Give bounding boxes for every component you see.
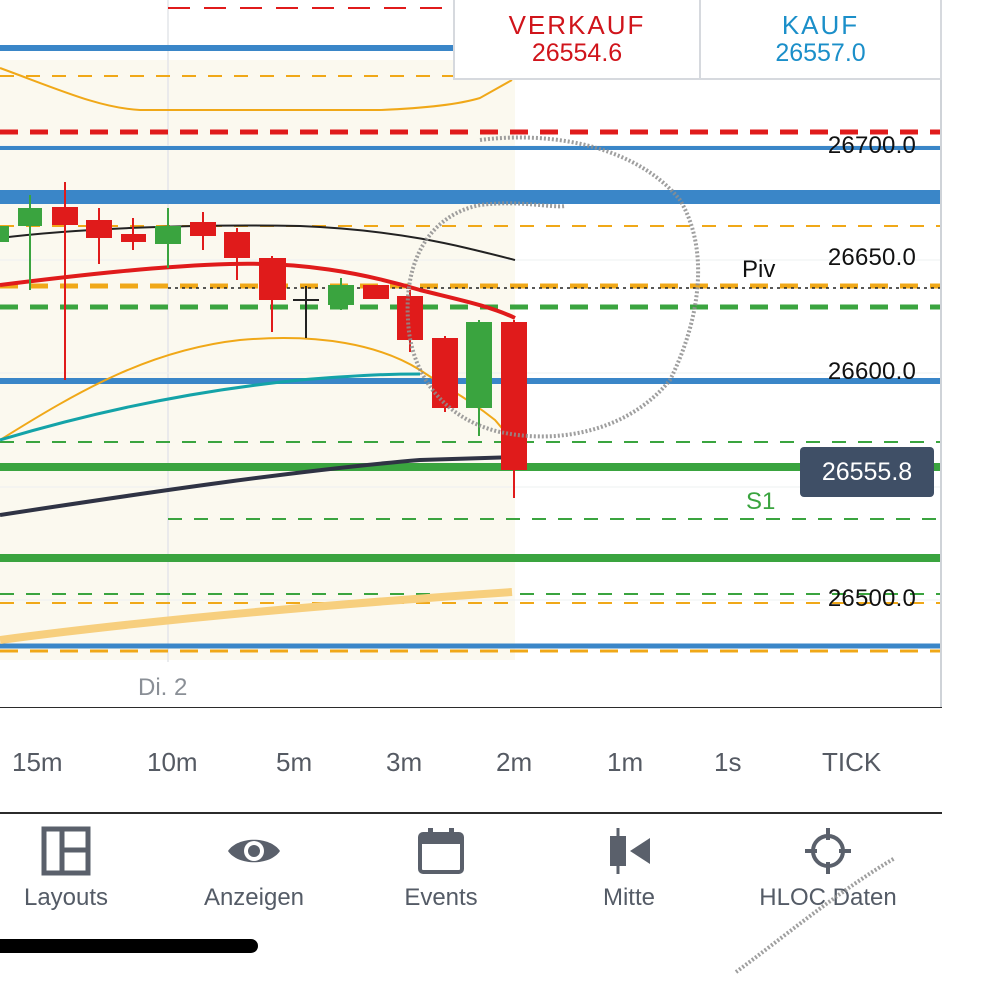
candle-bear <box>432 338 458 408</box>
layouts-label: Layouts <box>23 884 109 911</box>
buy-title: KAUF <box>781 10 860 40</box>
candle-bear <box>259 258 286 300</box>
annotation-stroke <box>734 856 897 974</box>
layout-icon <box>41 826 91 876</box>
layouts-button[interactable]: Layouts <box>20 826 112 912</box>
hloc-button[interactable]: HLOC Daten <box>750 826 906 912</box>
candle-bull <box>155 226 181 244</box>
date-axis-label: Di. 2 <box>138 674 188 701</box>
timeframe-bar: 15m 10m 5m 3m 2m 1m 1s TICK <box>0 709 942 813</box>
candle-bear <box>190 222 216 236</box>
candle-bull <box>18 208 42 226</box>
candle-bull <box>328 285 354 305</box>
anzeigen-label: Anzeigen <box>203 884 305 911</box>
right-margin <box>942 0 1000 1000</box>
timeframe-5m[interactable]: 5m <box>276 747 313 777</box>
candle-bear <box>397 296 423 340</box>
sell-quote-button[interactable]: VERKAUF 26554.6 <box>453 0 701 80</box>
price-chart[interactable]: 26700.0 26650.0 26600.0 26500.0 Piv S1 2… <box>0 0 942 708</box>
candle-bear <box>501 322 527 470</box>
buy-price: 26557.0 <box>775 39 866 67</box>
mitte-label: Mitte <box>602 884 655 911</box>
current-price-badge: 26555.8 <box>800 447 934 497</box>
annotation-circle <box>405 135 701 439</box>
home-indicator <box>0 939 258 953</box>
price-label-26650: 26650.0 <box>827 244 916 271</box>
eye-icon <box>226 826 282 876</box>
candles <box>0 182 527 498</box>
price-label-26600: 26600.0 <box>827 358 916 385</box>
sell-title: VERKAUF <box>508 10 646 40</box>
timeframe-2m[interactable]: 2m <box>496 747 533 777</box>
dark-average <box>0 455 516 517</box>
timeframe-tick[interactable]: TICK <box>822 747 882 777</box>
candle-bear <box>363 285 389 299</box>
center-icon <box>604 826 654 876</box>
timeframe-bar-border <box>0 812 942 814</box>
chart-bottom-border <box>0 707 942 708</box>
pivot-label: Piv <box>742 256 776 283</box>
candle-bull <box>466 322 492 408</box>
calendar-icon <box>416 826 466 876</box>
red-average <box>0 261 516 320</box>
events-button[interactable]: Events <box>396 826 486 912</box>
price-axis-border <box>940 0 942 708</box>
candle-bear <box>52 207 78 225</box>
price-label-26700: 26700.0 <box>827 132 916 159</box>
candle-bear <box>86 220 112 238</box>
candle-bull <box>0 226 9 242</box>
timeframe-15m[interactable]: 15m <box>12 747 63 777</box>
s1-label: S1 <box>746 488 776 515</box>
timeframe-3m[interactable]: 3m <box>386 747 423 777</box>
buy-quote-button[interactable]: KAUF 26557.0 <box>699 0 942 80</box>
teal-average <box>0 372 421 442</box>
chart-canvas <box>0 0 940 662</box>
long-average <box>0 588 513 644</box>
mitte-button[interactable]: Mitte <box>594 826 664 912</box>
bottom-toolbar: Layouts Anzeigen Events <box>0 814 942 924</box>
timeframe-1s[interactable]: 1s <box>714 747 742 777</box>
upper-band <box>0 67 513 111</box>
sell-price: 26554.6 <box>531 39 623 67</box>
events-label: Events <box>404 884 478 911</box>
anzeigen-button[interactable]: Anzeigen <box>196 826 312 912</box>
candle-bear <box>121 234 146 242</box>
price-label-26500: 26500.0 <box>827 585 916 612</box>
timeframe-1m[interactable]: 1m <box>607 747 644 777</box>
black-average <box>0 224 516 261</box>
crosshair-icon <box>803 826 853 876</box>
hloc-label: HLOC Daten <box>759 884 897 911</box>
timeframe-10m[interactable]: 10m <box>147 747 198 777</box>
candle-bear <box>224 232 250 258</box>
